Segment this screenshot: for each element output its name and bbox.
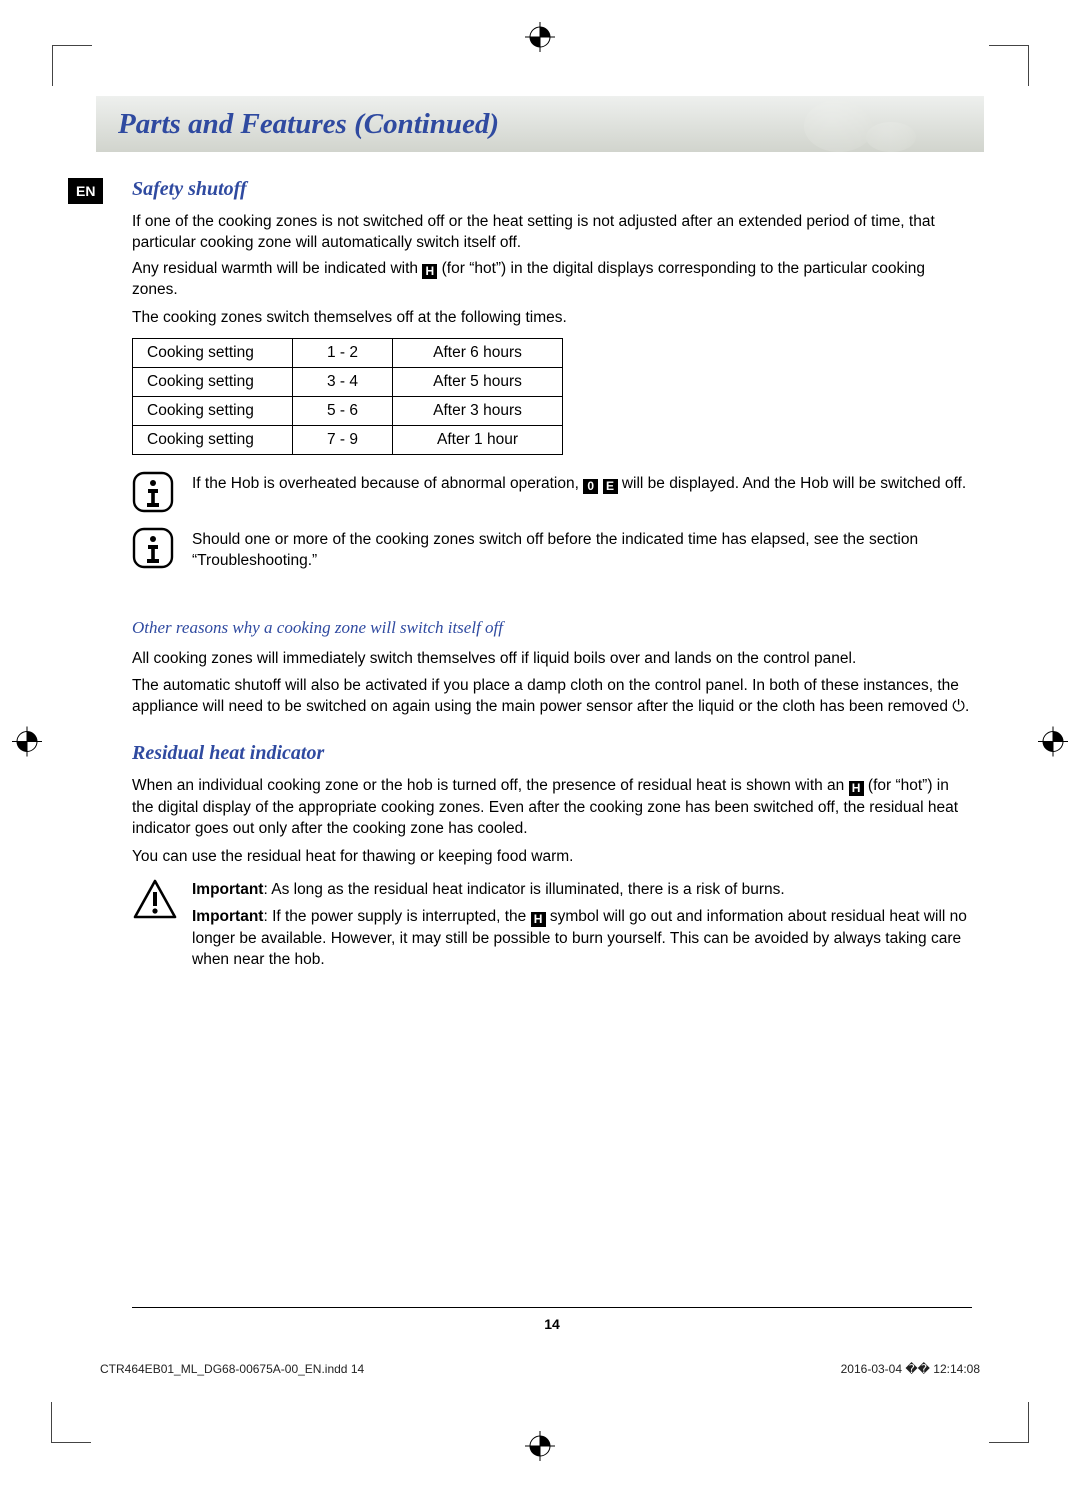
- crop-mark-tr: [988, 46, 1028, 86]
- warning-2-pre: : If the power supply is interrupted, th…: [263, 908, 530, 925]
- note1-post: will be displayed. And the Hob will be s…: [618, 475, 967, 492]
- table-cell: 3 - 4: [293, 367, 393, 396]
- footer-area: 14: [132, 1307, 972, 1332]
- residual-heading: Residual heat indicator: [132, 742, 972, 765]
- table-row: Cooking setting 7 - 9 After 1 hour: [133, 425, 563, 454]
- table-cell: 5 - 6: [293, 396, 393, 425]
- chapter-title: Parts and Features (Continued): [118, 108, 499, 141]
- table-cell: Cooking setting: [133, 425, 293, 454]
- table-cell: After 1 hour: [393, 425, 563, 454]
- warning-icon: [132, 877, 174, 919]
- warning-block: Important: As long as the residual heat …: [132, 877, 972, 975]
- other-p2-text: The automatic shutoff will also be activ…: [132, 677, 959, 715]
- table-cell: Cooking setting: [133, 396, 293, 425]
- warning-1-label: Important: [192, 881, 263, 898]
- slug-left: CTR464EB01_ML_DG68-00675A-00_EN.indd 14: [100, 1362, 364, 1376]
- footer-rule: [132, 1307, 972, 1308]
- power-icon: ⏻: [952, 698, 965, 715]
- table-row: Cooking setting 3 - 4 After 5 hours: [133, 367, 563, 396]
- residual-p1: When an individual cooking zone or the h…: [132, 775, 972, 839]
- content-area: Safety shutoff If one of the cooking zon…: [132, 178, 972, 974]
- safety-p1: If one of the cooking zones is not switc…: [132, 211, 972, 254]
- slug-line: CTR464EB01_ML_DG68-00675A-00_EN.indd 14 …: [96, 1362, 984, 1376]
- note1-pre: If the Hob is overheated because of abno…: [192, 475, 583, 492]
- safety-heading: Safety shutoff: [132, 178, 972, 201]
- info-icon: [132, 527, 174, 569]
- reg-mark-bottom: [525, 1431, 555, 1466]
- other-reasons-heading: Other reasons why a cooking zone will sw…: [132, 618, 972, 638]
- residual-p2: You can use the residual heat for thawin…: [132, 846, 972, 867]
- residual-p1-pre: When an individual cooking zone or the h…: [132, 777, 849, 794]
- slug-right: 2016-03-04 �� 12:14:08: [841, 1362, 980, 1376]
- info-icon: [132, 471, 174, 513]
- table-cell: After 3 hours: [393, 396, 563, 425]
- other-p2: The automatic shutoff will also be activ…: [132, 675, 972, 718]
- crop-mark-tl: [52, 46, 92, 86]
- reg-mark-right: [1038, 727, 1068, 762]
- info-note-1-text: If the Hob is overheated because of abno…: [192, 471, 966, 494]
- warning-text: Important: As long as the residual heat …: [192, 877, 972, 975]
- page-number: 14: [132, 1316, 972, 1332]
- safety-p3: The cooking zones switch themselves off …: [132, 307, 972, 328]
- warning-1-text: : As long as the residual heat indicator…: [263, 881, 784, 898]
- shutoff-table: Cooking setting 1 - 2 After 6 hours Cook…: [132, 338, 563, 455]
- table-cell: Cooking setting: [133, 338, 293, 367]
- info-note-1: If the Hob is overheated because of abno…: [132, 471, 972, 513]
- reg-mark-top: [525, 22, 555, 57]
- warning-2-label: Important: [192, 908, 263, 925]
- h-symbol-icon: H: [422, 264, 437, 279]
- h-symbol-icon: H: [531, 912, 546, 927]
- info-note-2: Should one or more of the cooking zones …: [132, 527, 972, 572]
- warning-2: Important: If the power supply is interr…: [192, 906, 972, 970]
- crop-mark-br: [988, 1402, 1028, 1442]
- table-row: Cooking setting 5 - 6 After 3 hours: [133, 396, 563, 425]
- page-container: Parts and Features (Continued) EN Safety…: [96, 96, 984, 1392]
- table-cell: After 6 hours: [393, 338, 563, 367]
- language-tab: EN: [68, 178, 103, 204]
- safety-p2-pre: Any residual warmth will be indicated wi…: [132, 260, 422, 277]
- zero-symbol-icon: 0: [583, 479, 598, 494]
- safety-p2: Any residual warmth will be indicated wi…: [132, 258, 972, 301]
- table-cell: After 5 hours: [393, 367, 563, 396]
- table-cell: 7 - 9: [293, 425, 393, 454]
- decorative-veg-icon: [804, 100, 874, 152]
- table-cell: Cooking setting: [133, 367, 293, 396]
- crop-mark-bl: [52, 1402, 92, 1442]
- reg-mark-left: [12, 727, 42, 762]
- h-symbol-icon: H: [849, 781, 864, 796]
- chapter-title-band: Parts and Features (Continued): [96, 96, 984, 152]
- table-cell: 1 - 2: [293, 338, 393, 367]
- other-p2-dot: .: [965, 698, 969, 715]
- warning-1: Important: As long as the residual heat …: [192, 879, 972, 900]
- table-row: Cooking setting 1 - 2 After 6 hours: [133, 338, 563, 367]
- e-symbol-icon: E: [603, 479, 618, 494]
- other-p1: All cooking zones will immediately switc…: [132, 648, 972, 669]
- info-note-2-text: Should one or more of the cooking zones …: [192, 527, 972, 572]
